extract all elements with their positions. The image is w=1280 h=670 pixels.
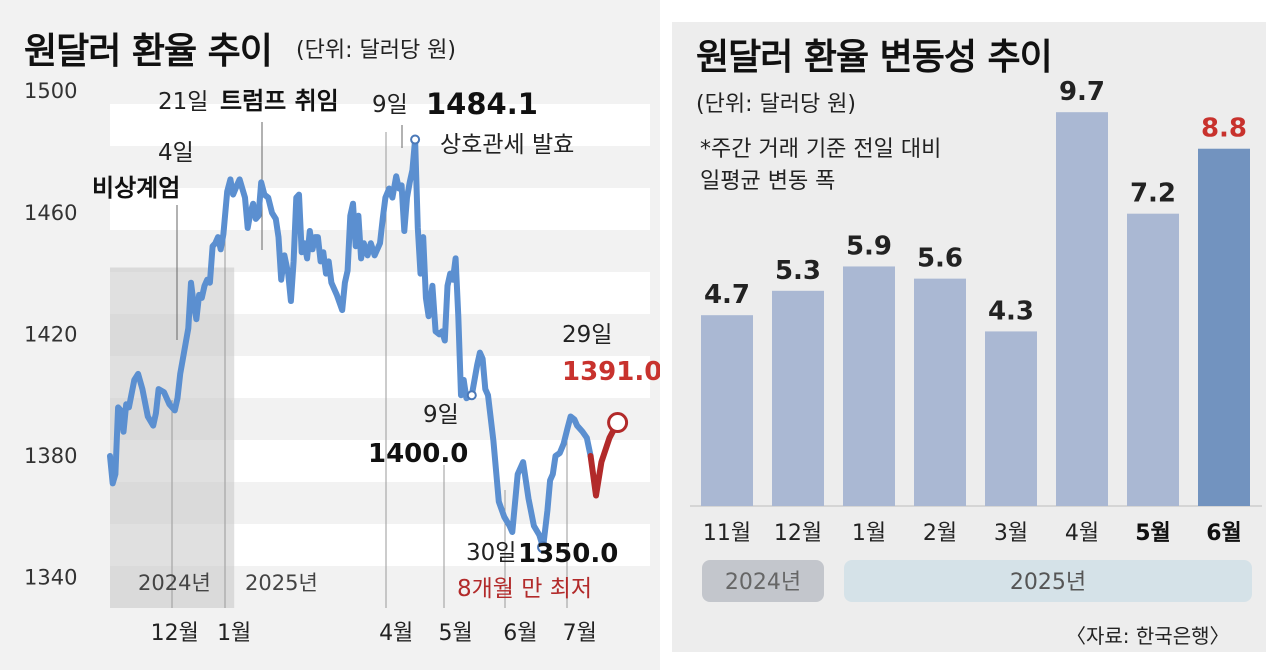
y-tick-label: 1460 [24,201,77,225]
x-tick-label: 1월 [217,621,251,646]
marker-latest [607,412,629,434]
bar-jan [843,266,895,506]
marker-low [537,541,550,554]
year-label-2024: 2024년 [138,571,211,595]
annotation-may-date: 9일 [423,402,459,428]
annotation-latest-date: 29일 [562,322,612,348]
bar-category-label: 2월 [923,521,957,546]
source-credit: 〈자료: 한국은행〉 [1066,624,1230,648]
bar-value-label: 5.6 [917,244,963,274]
bar-category-label: 3월 [994,521,1028,546]
annotation-martial-text: 비상계엄 [92,174,180,202]
y-tick-label: 1340 [24,566,77,590]
bar-chart-note-line1: *주간 거래 기준 전일 대비 [700,137,942,162]
annotation-latest-value: 1391.0 [562,357,660,387]
annotation-inauguration-text: 트럼프 취임 [220,87,339,115]
annotation-inauguration-date: 21일 [158,89,208,115]
y-tick-label: 1380 [24,444,77,468]
marker-may [466,390,477,401]
bar-feb [914,278,966,506]
y-tick-label: 1500 [24,79,77,103]
year-band-label-2025: 2025년 [1010,570,1086,595]
bar-nov [701,315,753,506]
grid-band [110,104,650,146]
y-tick-label: 1420 [24,322,77,346]
annotation-low-value: 1350.0 [518,539,618,569]
x-tick-label: 5월 [438,621,472,646]
bar-value-label: 5.3 [775,256,821,286]
annotation-low-date: 30일 [466,540,516,566]
bar-chart-note-line2: 일평균 변동 폭 [700,169,836,194]
bar-mar [985,331,1037,506]
bar-category-label: 11월 [703,521,751,546]
bar-value-label: 7.2 [1130,179,1176,209]
bar-category-label: 5월 [1135,521,1171,546]
exchange-rate-line-chart: 1340 1380 1420 1460 1500 21일 트럼프 취임 4일 비… [24,79,660,646]
bar-category-label: 1월 [852,521,886,546]
line-chart-title: 원달러 환율 추이 [24,31,273,72]
bar-dec [772,290,824,506]
bar-category-label: 4월 [1065,521,1099,546]
bar-value-label: 5.9 [846,231,892,261]
marker-peak [410,134,421,145]
x-tick-label: 12월 [151,621,199,646]
annotation-low-text: 8개월 만 최저 [457,576,592,602]
annotation-peak-value: 1484.1 [426,87,538,121]
bar-value-label: 4.7 [704,280,750,310]
annotation-peak-text: 상호관세 발효 [440,132,574,158]
series-line-main [107,136,594,551]
bar-may [1127,213,1179,506]
bar-value-label: 4.3 [988,296,1034,326]
line-chart-unit: (단위: 달러당 원) [296,38,457,63]
bar-jun [1198,148,1250,506]
x-tick-label: 4월 [379,621,413,646]
bar-category-label: 12월 [774,521,822,546]
year-band-label-2024: 2024년 [725,570,801,595]
x-tick-label: 6월 [503,621,537,646]
series-line-recent [587,419,621,499]
year-band-2025 [844,560,1252,602]
x-tick-label: 7월 [563,621,597,646]
bar-value-label: 8.8 [1201,114,1247,144]
annotation-peak-date: 9일 [372,92,408,118]
bar-chart-unit: (단위: 달러당 원) [696,92,857,117]
year-label-2025: 2025년 [245,571,318,595]
year-band-2024 [702,560,824,602]
bar-chart-title: 원달러 환율 변동성 추이 [696,37,1053,78]
bar-value-label: 9.7 [1059,77,1105,107]
bar-category-label: 6월 [1206,521,1242,546]
annotation-martial-date: 4일 [158,140,194,166]
annotation-may-value: 1400.0 [368,439,468,469]
bar-apr [1056,112,1108,507]
